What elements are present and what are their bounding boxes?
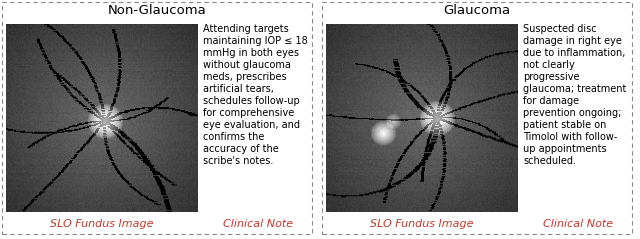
Text: SLO Fundus Image: SLO Fundus Image xyxy=(371,219,474,229)
Text: Non-Glaucoma: Non-Glaucoma xyxy=(108,4,206,17)
Bar xyxy=(322,2,632,234)
Bar xyxy=(2,2,312,234)
Text: Attending targets
maintaining IOP ≤ 18
mmHg in both eyes
without glaucoma
meds, : Attending targets maintaining IOP ≤ 18 m… xyxy=(203,24,308,166)
Text: Suspected disc
damage in right eye
due to inflammation,
not clearly
progressive
: Suspected disc damage in right eye due t… xyxy=(523,24,627,166)
Text: Clinical Note: Clinical Note xyxy=(223,219,293,229)
Text: Clinical Note: Clinical Note xyxy=(543,219,613,229)
Text: SLO Fundus Image: SLO Fundus Image xyxy=(51,219,154,229)
Text: Glaucoma: Glaucoma xyxy=(444,4,511,17)
